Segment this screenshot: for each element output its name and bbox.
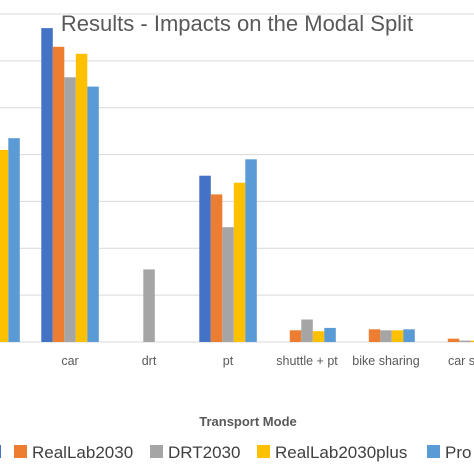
legend-swatch [150, 445, 163, 458]
bar [75, 53, 88, 343]
bar [210, 194, 223, 342]
legend-swatch [427, 445, 440, 458]
bar [312, 331, 325, 342]
legend-swatch [14, 445, 27, 458]
bar [289, 330, 302, 342]
legend-label: RealLab2030plus [275, 443, 407, 462]
legend-label: RealLab2030 [32, 443, 133, 462]
bar [368, 329, 381, 342]
bar [470, 340, 474, 342]
chart-title: Results - Impacts on the Modal Split [61, 11, 413, 36]
bar [222, 227, 234, 342]
bar [324, 327, 336, 342]
x-axis-title: Transport Mode [199, 414, 297, 429]
x-tick-labels: car drt pt shuttle + pt bike sharing car sh [61, 354, 474, 368]
x-tick-label: car [61, 354, 78, 368]
x-tick-label: bike sharing [352, 354, 419, 368]
bar [459, 340, 471, 342]
x-tick-label: shuttle + pt [276, 354, 338, 368]
bar [143, 269, 155, 342]
bar [64, 77, 76, 343]
legend-swatch [0, 445, 1, 458]
bar [0, 149, 9, 342]
bar [403, 329, 415, 342]
bar [380, 330, 392, 342]
bar [199, 175, 211, 342]
bar [87, 86, 99, 342]
bar [233, 182, 246, 342]
bar [391, 330, 404, 342]
x-tick-label: pt [223, 354, 234, 368]
legend-label: Pro [445, 443, 471, 462]
bar [8, 138, 20, 342]
legend-swatch [257, 445, 270, 458]
x-tick-label: car sh [448, 354, 474, 368]
x-tick-label: drt [142, 354, 157, 368]
legend-label: DRT2030 [168, 443, 240, 462]
legend: RealLab2030 DRT2030 RealLab2030plus Pro [0, 443, 471, 462]
bar [245, 159, 257, 342]
bar [52, 46, 65, 343]
bar [301, 319, 313, 342]
bar [41, 28, 53, 342]
bars [0, 28, 474, 343]
bar [447, 338, 460, 342]
